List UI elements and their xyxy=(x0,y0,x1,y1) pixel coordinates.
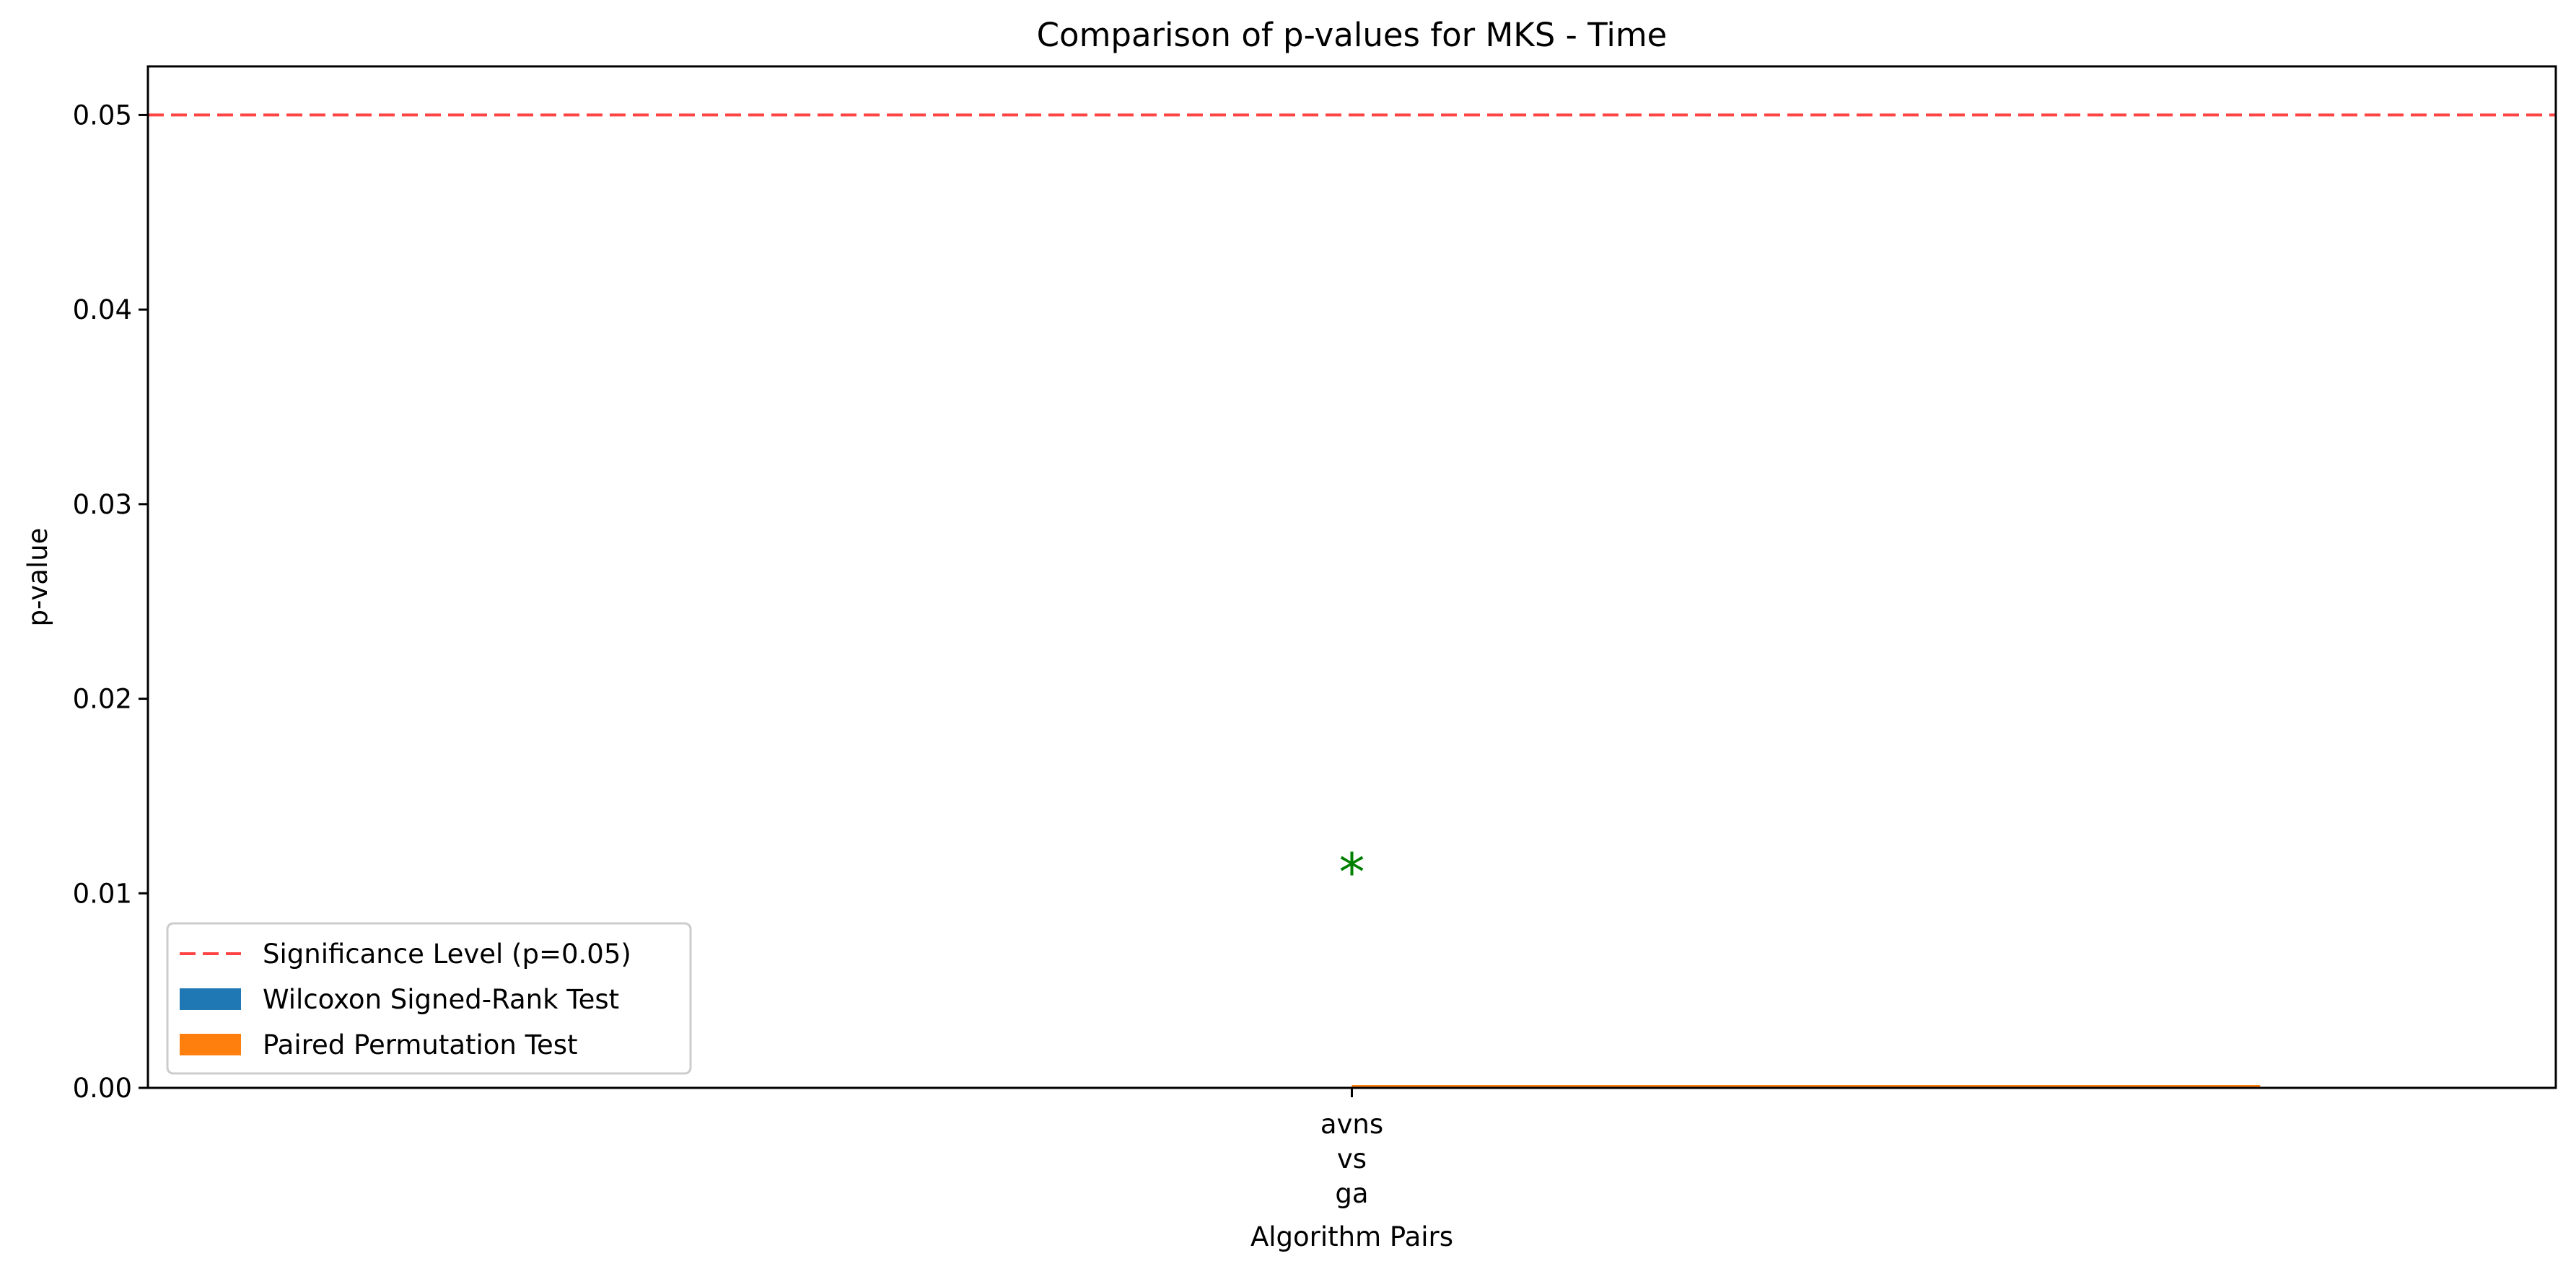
legend-series-1-marker xyxy=(180,1034,241,1055)
y-tick-label: 0.02 xyxy=(73,684,132,715)
y-tick-label: 0.05 xyxy=(73,100,132,131)
x-tick-label: avns xyxy=(1320,1109,1383,1140)
legend-series-0-label: Wilcoxon Signed-Rank Test xyxy=(263,984,619,1015)
legend: Significance Level (p=0.05) Wilcoxon Sign… xyxy=(166,922,692,1075)
legend-series-1-label: Paired Permutation Test xyxy=(263,1029,578,1060)
y-tick-label: 0.03 xyxy=(73,489,132,520)
annotation-layer: * xyxy=(1339,842,1365,902)
legend-box xyxy=(166,922,692,1075)
significance-star: * xyxy=(1339,842,1365,902)
bars-layer xyxy=(1351,1085,2261,1088)
x-tick-label: vs xyxy=(1337,1143,1367,1174)
y-tick-label: 0.00 xyxy=(73,1073,132,1104)
x-tick-label: ga xyxy=(1335,1178,1368,1209)
legend-significance-label: Significance Level (p=0.05) xyxy=(263,939,631,970)
y-tick-label: 0.01 xyxy=(73,878,132,909)
bar xyxy=(1351,1085,2261,1088)
y-axis-ticks: 0.00 0.01 0.02 0.03 0.04 0.05 xyxy=(73,100,148,1104)
y-tick-label: 0.04 xyxy=(73,294,132,325)
legend-series-0-marker xyxy=(180,988,241,1010)
x-axis-label: Algorithm Pairs xyxy=(1250,1221,1453,1252)
chart-title: Comparison of p-values for MKS - Time xyxy=(1037,16,1668,54)
y-axis-label: p-value xyxy=(22,528,53,627)
